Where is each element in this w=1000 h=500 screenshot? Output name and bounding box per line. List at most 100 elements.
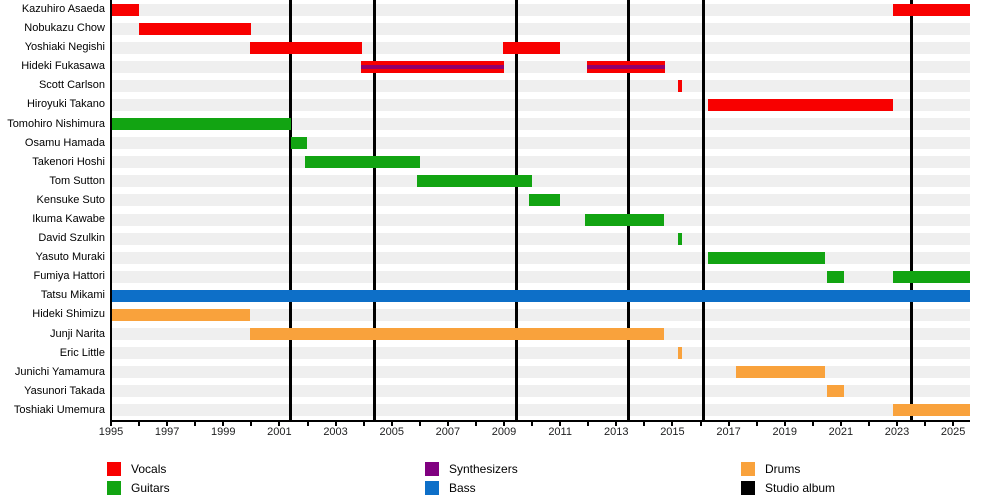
row-stripe bbox=[111, 137, 970, 150]
synthesizers-swatch-icon bbox=[425, 461, 439, 476]
row-stripe bbox=[111, 251, 970, 264]
member-label: Tatsu Mikami bbox=[40, 289, 105, 302]
member-bar bbox=[139, 22, 252, 35]
year-tick bbox=[503, 422, 505, 426]
drums-swatch-icon bbox=[741, 461, 755, 476]
member-label: Osamu Hamada bbox=[24, 136, 105, 149]
legend-label: Bass bbox=[449, 480, 476, 495]
row-stripe bbox=[111, 232, 970, 245]
member-label: Tom Sutton bbox=[49, 174, 105, 187]
year-tick bbox=[194, 422, 197, 426]
member-label: Scott Carlson bbox=[38, 79, 105, 92]
year-tick bbox=[390, 422, 393, 426]
legend-label: Synthesizers bbox=[449, 461, 518, 476]
year-tick bbox=[671, 422, 674, 426]
member-bar bbox=[892, 270, 970, 283]
legend-item-drums: Drums bbox=[741, 461, 800, 476]
member-bar bbox=[892, 404, 970, 417]
year-label: 2009 bbox=[491, 426, 517, 438]
member-bar bbox=[585, 213, 664, 226]
member-bar bbox=[111, 3, 140, 16]
year-tick bbox=[755, 422, 758, 426]
studio-album-line bbox=[373, 0, 377, 420]
year-label: 2005 bbox=[379, 426, 404, 438]
year-label: 2003 bbox=[323, 426, 348, 438]
year-tick bbox=[166, 422, 169, 426]
studio-album-swatch-icon bbox=[741, 480, 755, 495]
year-label: 2007 bbox=[435, 426, 461, 438]
member-label: Kensuke Suto bbox=[36, 193, 106, 206]
legend-item-synthesizers: Synthesizers bbox=[425, 461, 518, 476]
x-axis-line bbox=[110, 420, 970, 422]
member-label: Fumiya Hattori bbox=[33, 270, 105, 283]
y-axis-line bbox=[110, 0, 112, 420]
year-tick bbox=[531, 422, 534, 426]
member-bar bbox=[892, 3, 970, 16]
synthesizer-overlay-stripe bbox=[586, 64, 666, 69]
row-stripe bbox=[111, 270, 970, 283]
row-stripe bbox=[111, 118, 970, 131]
year-label: 1995 bbox=[98, 426, 124, 438]
year-tick bbox=[334, 422, 337, 426]
studio-album-line bbox=[909, 0, 913, 420]
member-label: Hideki Fukasawa bbox=[21, 60, 105, 73]
member-bar bbox=[678, 232, 683, 245]
year-label: 1997 bbox=[154, 426, 180, 438]
row-stripe bbox=[111, 175, 970, 188]
year-tick bbox=[418, 422, 421, 426]
year-label: 1999 bbox=[211, 426, 236, 438]
member-label: Junichi Yamamura bbox=[14, 365, 105, 378]
row-stripe bbox=[111, 22, 970, 35]
member-label: Ikuma Kawabe bbox=[32, 213, 105, 225]
year-tick bbox=[643, 422, 646, 426]
row-stripe bbox=[111, 366, 970, 379]
year-tick bbox=[250, 422, 253, 426]
synthesizer-overlay-stripe bbox=[360, 64, 504, 69]
year-tick bbox=[278, 422, 281, 426]
studio-album-line bbox=[289, 0, 293, 420]
member-bar bbox=[826, 385, 844, 398]
year-tick bbox=[727, 422, 730, 426]
member-bar bbox=[416, 175, 533, 188]
member-bar bbox=[111, 118, 291, 131]
member-bar bbox=[360, 60, 504, 73]
guitars-swatch-icon bbox=[107, 480, 121, 495]
year-tick bbox=[783, 422, 786, 426]
legend-label: Vocals bbox=[131, 461, 167, 476]
member-label: Yasuto Muraki bbox=[35, 251, 106, 264]
member-label: Nobukazu Chow bbox=[24, 22, 105, 35]
year-label: 2021 bbox=[828, 426, 854, 438]
member-bar bbox=[111, 289, 970, 302]
legend-label: Studio album bbox=[765, 480, 836, 495]
row-stripe bbox=[111, 385, 970, 398]
member-bar bbox=[304, 156, 420, 169]
row-stripe bbox=[111, 309, 970, 321]
year-tick bbox=[559, 422, 562, 426]
legend-item-studio-album: Studio album bbox=[741, 480, 835, 495]
legend-label: Guitars bbox=[131, 480, 170, 495]
member-bar bbox=[678, 347, 683, 360]
member-label: Eric Little bbox=[59, 346, 105, 359]
legend-label: Drums bbox=[765, 461, 801, 476]
studio-album-line bbox=[515, 0, 519, 420]
studio-album-line bbox=[701, 0, 705, 420]
year-tick bbox=[587, 422, 590, 426]
year-tick bbox=[306, 422, 309, 426]
member-label: Hideki Shimizu bbox=[32, 308, 105, 321]
year-tick bbox=[446, 422, 449, 426]
member-bar bbox=[707, 251, 826, 264]
member-label: David Szulkin bbox=[38, 232, 105, 245]
year-label: 2001 bbox=[267, 426, 292, 438]
year-tick bbox=[362, 422, 365, 426]
year-tick bbox=[896, 422, 898, 426]
legend-item-vocals: Vocals bbox=[107, 461, 166, 476]
year-tick bbox=[924, 422, 927, 426]
member-label: Kazuhiro Asaeda bbox=[21, 3, 105, 15]
vocals-swatch-icon bbox=[107, 461, 121, 476]
year-tick bbox=[867, 422, 870, 426]
year-label: 2025 bbox=[940, 426, 966, 438]
year-label: 2015 bbox=[660, 426, 685, 438]
year-label: 2013 bbox=[604, 426, 629, 438]
year-tick bbox=[474, 422, 477, 426]
